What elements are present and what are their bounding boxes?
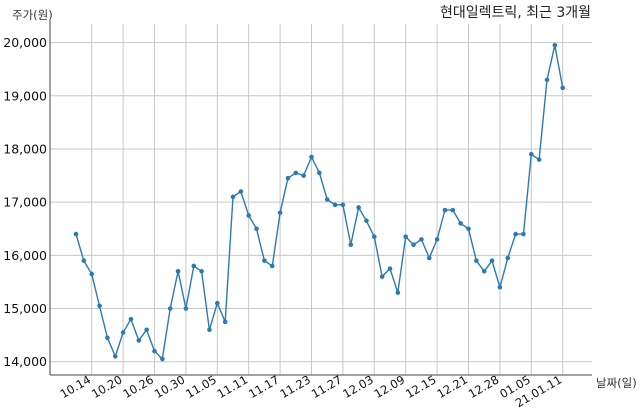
data-point (560, 85, 565, 91)
data-point (364, 218, 369, 224)
data-point (442, 207, 448, 213)
data-point (128, 316, 134, 322)
data-point (89, 271, 94, 277)
data-point (262, 258, 267, 263)
data-point (426, 255, 432, 261)
data-point (536, 157, 542, 162)
data-point (230, 194, 236, 200)
data-point (238, 189, 244, 194)
data-point (474, 258, 479, 263)
data-point (419, 237, 424, 242)
x-tick-label: 12.28 (466, 372, 502, 401)
data-point (222, 319, 228, 325)
data-point (340, 202, 346, 208)
data-point (191, 263, 197, 269)
data-point (175, 268, 181, 274)
data-point (411, 242, 416, 248)
data-point (167, 306, 173, 311)
y-tick-label: 18,000 (3, 141, 47, 156)
x-tick-label: 11.05 (183, 372, 219, 401)
data-point (254, 226, 259, 232)
data-point (552, 42, 558, 48)
data-point (81, 258, 87, 263)
data-point (207, 327, 212, 333)
axes (49, 20, 592, 376)
data-point (199, 268, 204, 274)
data-point (215, 300, 220, 306)
data-point (112, 354, 118, 359)
data-point (120, 330, 126, 335)
data-point (293, 170, 299, 176)
data-point (458, 221, 463, 226)
data-point (544, 77, 550, 83)
price-series (73, 42, 565, 362)
x-axis-label: 날짜(일) (596, 376, 637, 390)
x-tick-label: 12.15 (403, 372, 439, 401)
x-tick-label: 11.11 (215, 372, 251, 401)
data-point (387, 266, 393, 271)
x-tick-label: 12.21 (434, 372, 470, 401)
y-tick-label: 17,000 (3, 195, 47, 210)
data-point (466, 226, 471, 232)
data-point (489, 258, 495, 263)
x-tick-label: 12.03 (340, 372, 376, 401)
data-point (246, 213, 251, 218)
data-point (144, 327, 149, 333)
y-tick-label: 15,000 (3, 301, 47, 316)
data-point (183, 306, 189, 311)
data-point (136, 338, 142, 343)
y-tick-label: 20,000 (3, 35, 47, 50)
x-tick-label: 12.09 (372, 372, 408, 401)
data-point (505, 255, 511, 261)
data-point (332, 202, 338, 208)
x-tick-label: 10.20 (89, 372, 125, 401)
y-tick-label: 19,000 (3, 88, 47, 103)
y-axis-label: 주가(원) (12, 8, 53, 22)
data-point (481, 268, 487, 274)
data-point (73, 231, 79, 237)
data-point (317, 170, 322, 176)
y-tick-label: 16,000 (3, 248, 47, 263)
data-point (434, 237, 440, 242)
data-point (324, 197, 330, 202)
grid-lines (50, 24, 592, 375)
x-tick-label: 11.23 (277, 372, 313, 401)
data-point (513, 231, 518, 237)
data-point (529, 151, 534, 157)
data-point (152, 348, 157, 354)
x-tick-label: 10.26 (120, 372, 156, 401)
data-point (301, 173, 306, 178)
y-tick-labels: 14,000 15,000 16,000 17,000 18,000 19,000 20,0… (3, 35, 47, 369)
x-tick-label: 10.30 (152, 372, 188, 401)
y-tick-label: 14,000 (3, 354, 47, 369)
x-tick-labels: 10.1410.2010.2610.3011.0511.1111.1711.23… (58, 372, 565, 410)
data-point (356, 205, 361, 210)
data-point (379, 274, 385, 279)
data-point (160, 356, 165, 362)
data-point (269, 263, 275, 269)
data-point (97, 303, 102, 309)
data-point (105, 335, 110, 341)
data-point (277, 210, 283, 216)
data-point (309, 154, 314, 160)
data-point (521, 231, 526, 237)
data-point (497, 284, 503, 290)
data-point (403, 234, 409, 240)
data-point (285, 175, 291, 181)
data-point (450, 207, 456, 213)
x-tick-label: 11.17 (246, 372, 282, 401)
data-point (372, 234, 377, 240)
chart-title: 현대일렉트릭, 최근 3개월 (440, 5, 591, 21)
data-point (348, 242, 354, 248)
x-tick-label: 10.14 (58, 372, 94, 401)
x-tick-label: 11.27 (309, 372, 345, 401)
data-point (395, 290, 401, 295)
